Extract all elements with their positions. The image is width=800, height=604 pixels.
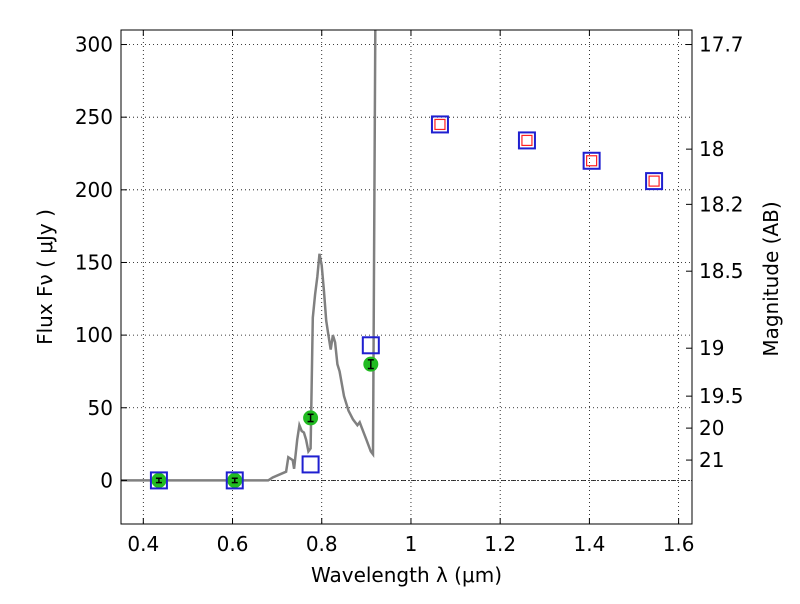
model-flux-square bbox=[225, 471, 244, 490]
model-flux-square bbox=[645, 172, 664, 191]
x-tick-label: 0.6 bbox=[217, 532, 249, 556]
model-spectrum-line bbox=[121, 30, 377, 482]
grid bbox=[121, 30, 692, 524]
x-tick-label: 0.4 bbox=[127, 532, 159, 556]
model-flux-square bbox=[361, 336, 380, 355]
x-axis-label: Wavelength λ (μm) bbox=[311, 563, 502, 587]
model-flux-square bbox=[430, 115, 449, 134]
y-tick-label: 200 bbox=[75, 178, 113, 202]
x-tick-label: 1 bbox=[405, 532, 418, 556]
y2-tick-label: 18.5 bbox=[699, 259, 744, 283]
y2-tick-label: 19 bbox=[699, 336, 724, 360]
y2-tick-label: 18.2 bbox=[699, 192, 744, 216]
model-flux-square bbox=[149, 471, 168, 490]
x-tick-label: 1.4 bbox=[573, 532, 605, 556]
series-layer bbox=[121, 30, 664, 490]
y-tick-label: 150 bbox=[75, 250, 113, 274]
x-tick-label: 1.6 bbox=[663, 532, 695, 556]
y-tick-label: 250 bbox=[75, 105, 113, 129]
model-flux-square bbox=[582, 151, 601, 170]
inner-flux-square bbox=[586, 155, 598, 167]
x-tick-label: 1.2 bbox=[484, 532, 516, 556]
y2-tick-label: 20 bbox=[699, 416, 724, 440]
inner-flux-square bbox=[648, 175, 660, 187]
y-tick-label: 300 bbox=[75, 33, 113, 57]
plot-frame bbox=[120, 29, 693, 525]
y-tick-label: 50 bbox=[88, 396, 113, 420]
y-axis-label: Flux Fν ( μJy ) bbox=[33, 209, 57, 345]
inner-flux-square bbox=[434, 118, 446, 131]
model-flux-square bbox=[301, 455, 320, 474]
ticks: 0.4 0.6 0.8 1 1.2 1.4 1.6 0 50 100 150 200 250 300 17.… bbox=[75, 30, 744, 556]
y2-axis-label: Magnitude (AB) bbox=[759, 201, 783, 356]
x-tick-label: 0.8 bbox=[306, 532, 338, 556]
y2-tick-label: 17.7 bbox=[699, 33, 744, 57]
model-flux-square bbox=[517, 131, 536, 150]
y2-tick-label: 21 bbox=[699, 448, 724, 472]
y2-tick-label: 18 bbox=[699, 137, 724, 161]
y-tick-label: 100 bbox=[75, 323, 113, 347]
y2-tick-label: 19.5 bbox=[699, 384, 744, 408]
inner-flux-square bbox=[521, 134, 533, 147]
y-tick-label: 0 bbox=[100, 468, 113, 492]
